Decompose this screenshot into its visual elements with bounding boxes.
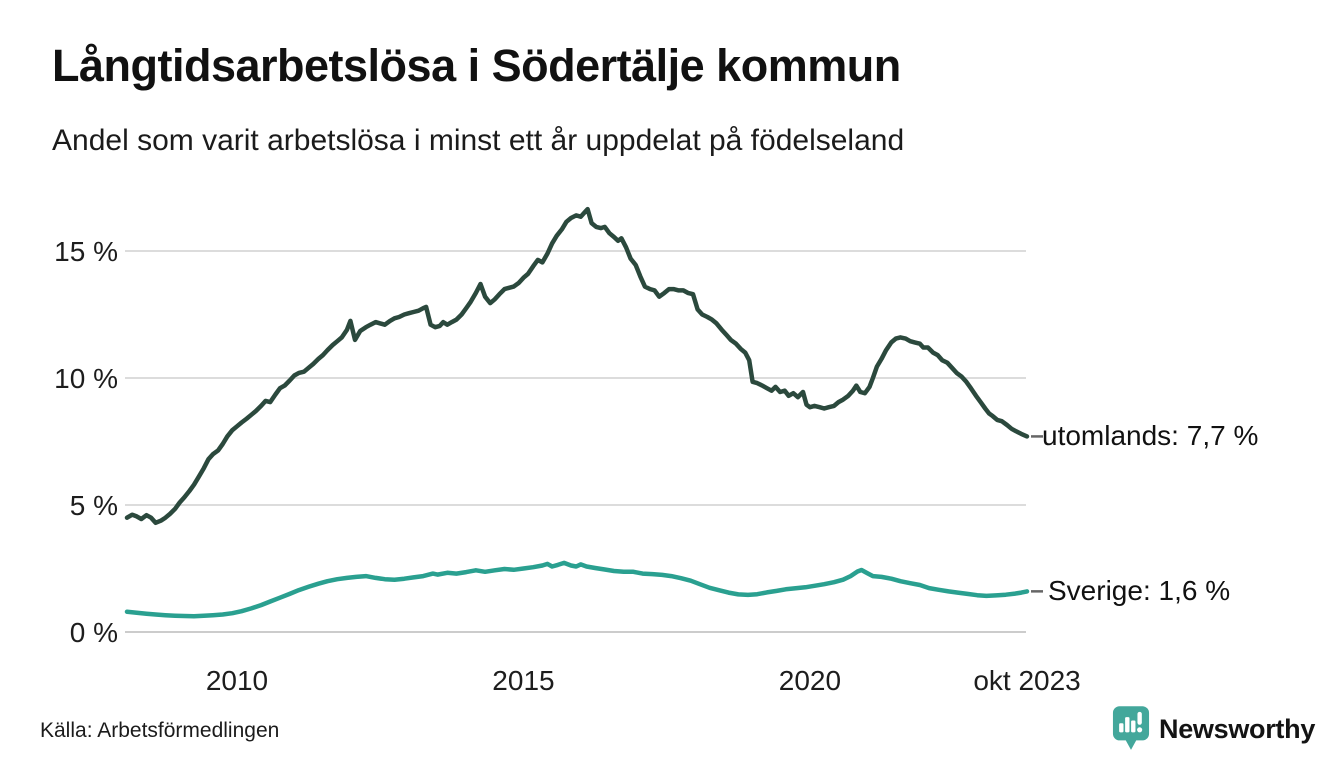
y-tick-label: 0 % bbox=[70, 617, 118, 648]
series-label-utomlands: utomlands: 7,7 % bbox=[1042, 420, 1259, 452]
series-line-Sverige bbox=[124, 560, 1030, 619]
bar-icon bbox=[1119, 723, 1124, 733]
brand-name: Newsworthy bbox=[1159, 713, 1316, 744]
y-tick-label: 10 % bbox=[54, 363, 118, 394]
x-tick-label: okt 2023 bbox=[973, 665, 1080, 696]
series-line-utomlands bbox=[124, 206, 1030, 526]
chart-subtitle: Andel som varit arbetslösa i minst ett å… bbox=[52, 124, 905, 157]
x-tick-label: 2010 bbox=[206, 665, 268, 696]
newsworthy-pin-icon bbox=[1112, 706, 1150, 750]
series-label-sverige: Sverige: 1,6 % bbox=[1048, 575, 1231, 607]
bar-icon bbox=[1125, 717, 1130, 733]
page-title: Långtidsarbetslösa i Södertälje kommun bbox=[52, 40, 901, 91]
exclamation-icon bbox=[1137, 711, 1142, 725]
source-note: Källa: Arbetsförmedlingen bbox=[40, 719, 280, 742]
bar-icon bbox=[1131, 720, 1136, 733]
x-tick-label: 2015 bbox=[492, 665, 554, 696]
y-tick-label: 15 % bbox=[54, 236, 118, 267]
x-tick-label: 2020 bbox=[779, 665, 841, 696]
newsworthy-logo: Newsworthy bbox=[1112, 703, 1315, 755]
y-tick-label: 5 % bbox=[70, 490, 118, 521]
